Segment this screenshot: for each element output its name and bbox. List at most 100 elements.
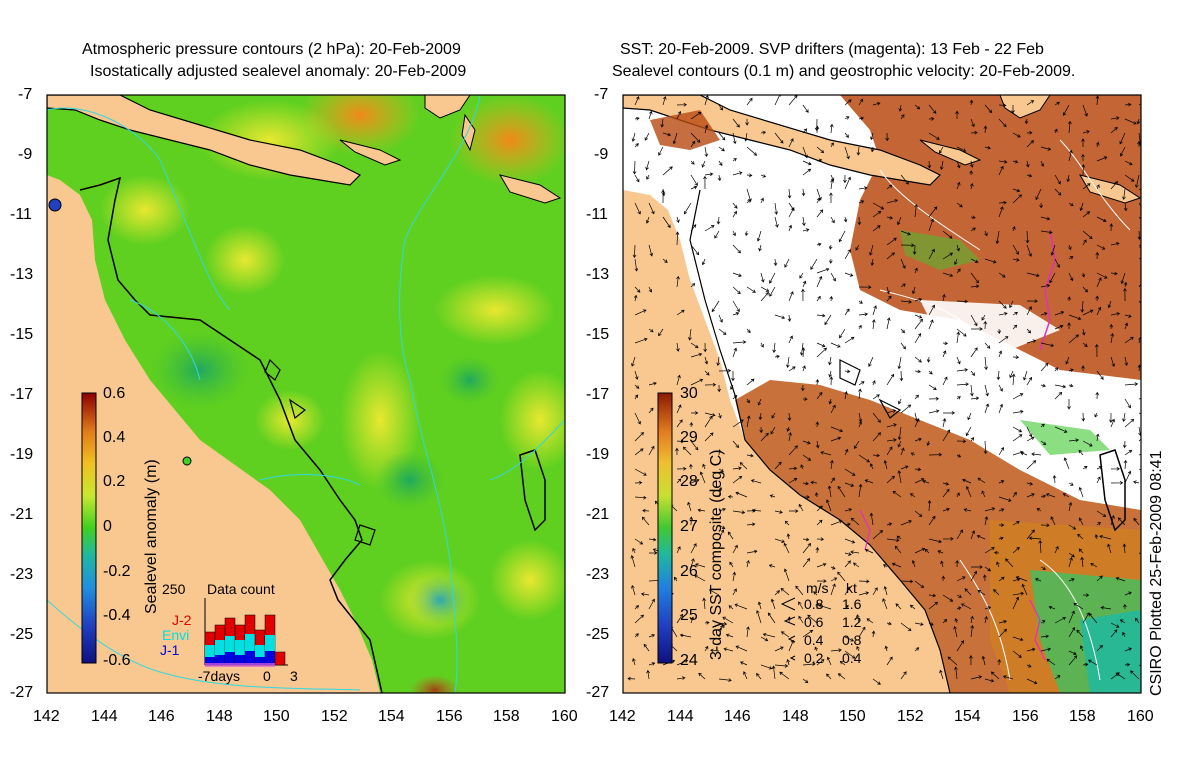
velocity-arrow — [896, 535, 902, 540]
velocity-arrow — [971, 565, 983, 569]
velocity-arrow — [1119, 619, 1126, 624]
velocity-arrow — [718, 412, 722, 419]
velocity-arrow — [983, 320, 988, 330]
lat-label: -11 — [586, 206, 608, 223]
velocity-arrow — [786, 356, 790, 368]
velocity-arrow — [941, 575, 946, 582]
velocity-arrow — [897, 426, 902, 441]
velocity-arrow — [914, 104, 921, 110]
velocity-arrow — [648, 202, 655, 215]
velocity-arrow — [928, 218, 934, 232]
velocity-arrow — [634, 309, 647, 316]
velocity-arrow — [844, 522, 851, 527]
velocity-arrow — [734, 603, 748, 610]
velocity-arrow — [1052, 475, 1057, 484]
velocity-arrow — [676, 374, 681, 386]
velocity-arrow — [1062, 104, 1070, 116]
velocity-arrow — [816, 659, 825, 666]
velocity-arrow — [1124, 174, 1135, 182]
velocity-arrow — [701, 258, 706, 266]
velocity-arrow — [788, 138, 794, 148]
velocity-arrow — [872, 305, 877, 316]
velocity-arrow — [788, 207, 795, 218]
lon-label: 156 — [1012, 708, 1039, 725]
velocity-arrow — [984, 615, 988, 624]
velocity-arrow — [1110, 271, 1118, 276]
lon-label: 158 — [1069, 708, 1096, 725]
velocity-arrow — [998, 336, 1009, 344]
velocity-arrow — [1081, 365, 1085, 372]
velocity-arrow — [1081, 138, 1085, 147]
velocity-arrow — [956, 202, 963, 208]
velocity-arrow — [816, 391, 823, 400]
velocity-arrow — [1040, 216, 1051, 221]
velocity-arrow — [690, 111, 702, 120]
velocity-arrow — [1065, 356, 1070, 365]
velocity-arrow — [1025, 230, 1030, 244]
velocity-arrow — [815, 546, 820, 554]
velocity-arrow — [914, 394, 919, 400]
velocity-arrow — [912, 244, 917, 255]
velocity-arrow — [1068, 482, 1074, 486]
velocity-arrow — [983, 125, 988, 134]
velocity-arrow — [1124, 449, 1133, 456]
velocity-arrow — [856, 645, 860, 652]
velocity-arrow — [914, 356, 922, 363]
velocity-arrow — [1110, 480, 1124, 485]
velocity-arrow — [928, 601, 939, 610]
colorbar-tick: 30 — [680, 385, 698, 402]
velocity-arrow — [732, 272, 742, 277]
velocity-arrow — [844, 448, 849, 456]
velocity-arrow — [1031, 452, 1042, 456]
velocity-arrow — [928, 452, 943, 457]
velocity-arrow — [829, 123, 834, 134]
velocity-arrow — [802, 228, 810, 232]
velocity-arrow — [1095, 295, 1100, 302]
velocity-arrow — [676, 404, 682, 414]
velocity-arrow — [998, 619, 1007, 624]
velocity-arrow — [830, 648, 842, 653]
velocity-arrow — [688, 328, 692, 341]
velocity-arrow — [732, 230, 736, 237]
lon-label: 148 — [782, 708, 809, 725]
velocity-arrow — [807, 614, 818, 624]
velocity-arrow — [634, 143, 639, 148]
velocity-arrow — [858, 200, 865, 204]
velocity-arrow — [1068, 334, 1080, 344]
velocity-arrow — [634, 337, 648, 344]
velocity-arrow — [1109, 223, 1114, 232]
velocity-arrow — [858, 388, 862, 400]
velocity-arrow — [914, 297, 923, 302]
velocity-arrow — [995, 230, 1000, 245]
velocity-arrow — [1012, 355, 1020, 360]
velocity-arrow — [774, 202, 779, 215]
velocity-arrow — [844, 146, 850, 160]
velocity-arrow — [798, 601, 804, 610]
velocity-arrow — [722, 616, 734, 624]
velocity-arrow — [1077, 533, 1084, 540]
velocity-arrow — [1026, 436, 1035, 442]
velocity-arrow — [795, 585, 804, 596]
velocity-arrow — [746, 626, 750, 638]
velocity-arrow — [816, 295, 821, 302]
velocity-arrow — [1015, 576, 1028, 582]
velocity-arrow — [762, 632, 776, 638]
lat-label: -7 — [18, 86, 33, 103]
velocity-arrow — [710, 648, 720, 653]
velocity-arrow — [967, 412, 972, 421]
velocity-arrow — [632, 244, 637, 259]
velocity-arrow — [826, 656, 832, 666]
velocity-arrow — [704, 432, 714, 442]
velocity-arrow — [746, 378, 755, 386]
velocity-arrow — [956, 328, 967, 337]
velocity-arrow — [1009, 370, 1014, 379]
velocity-row-kt: 0.8 — [842, 632, 862, 648]
velocity-arrow — [816, 242, 822, 247]
velocity-arrow — [718, 524, 726, 529]
velocity-arrow — [872, 394, 880, 400]
velocity-arrow — [634, 468, 647, 476]
velocity-arrow — [756, 672, 762, 680]
velocity-arrow — [760, 664, 773, 670]
velocity-arrow — [963, 508, 972, 512]
velocity-arrow — [872, 101, 881, 106]
